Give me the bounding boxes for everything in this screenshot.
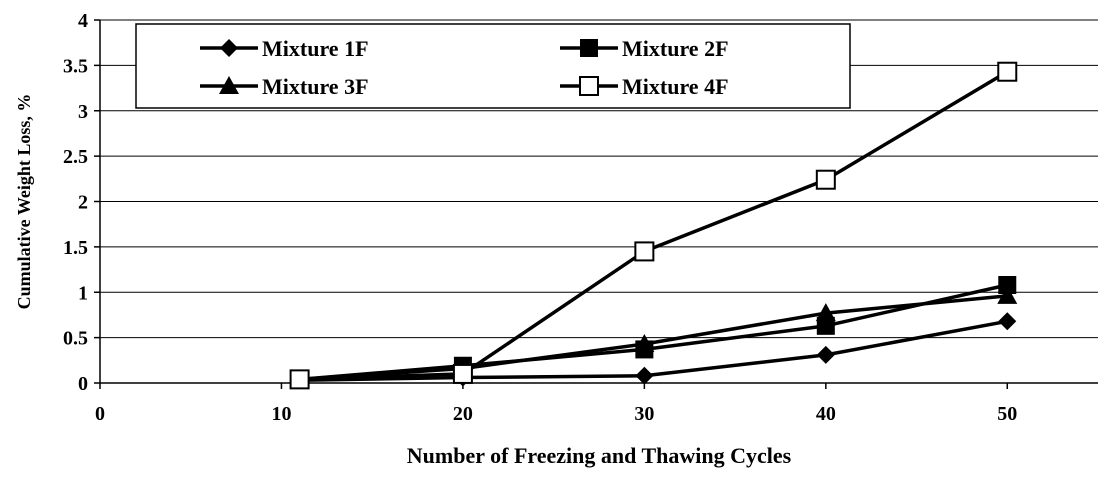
legend-label: Mixture 2F [622, 36, 729, 61]
series-line [299, 283, 1008, 382]
series-group [289, 61, 1018, 390]
data-point [634, 241, 655, 262]
legend: Mixture 1F Mixture 2F Mixture 3F Mixture 4F [135, 23, 851, 109]
series-line [299, 70, 1009, 382]
series-3 [289, 285, 1018, 388]
data-point [815, 169, 836, 190]
data-point [452, 363, 473, 384]
x-tick-label: 50 [997, 403, 1017, 425]
x-tick-label: 10 [271, 403, 291, 425]
data-point [815, 303, 836, 322]
data-point [816, 316, 835, 335]
legend-item: Mixture 3F [200, 74, 369, 99]
series-4 [289, 61, 1018, 390]
legend-marker [219, 76, 239, 94]
x-tick-label: 40 [816, 403, 836, 425]
legend-label: Mixture 4F [622, 74, 729, 99]
x-tick-label: 0 [95, 403, 105, 425]
y-tick-label: 1 [78, 282, 88, 304]
legend-item: Mixture 1F [200, 36, 369, 61]
y-tick-label: 3.5 [63, 55, 88, 77]
data-point [997, 61, 1018, 82]
data-point [634, 333, 655, 352]
data-point [635, 366, 654, 385]
x-axis-title: Number of Freezing and Thawing Cycles [407, 443, 792, 468]
legend-marker [579, 76, 599, 96]
legend-marker [220, 39, 238, 57]
legend-marker [580, 39, 598, 57]
data-point [998, 275, 1017, 294]
data-point [997, 285, 1018, 304]
x-tick-label: 30 [634, 403, 654, 425]
y-axis-title: Cumulative Weight Loss, % [14, 94, 34, 310]
y-tick-label: 0.5 [63, 328, 88, 350]
y-tick-label: 2.5 [63, 146, 88, 168]
y-tick-labels: 0 0.5 1 1.5 2 2.5 3 3.5 4 [63, 10, 100, 395]
legend-box [135, 23, 851, 109]
data-point [289, 369, 310, 390]
y-tick-label: 0 [78, 373, 88, 395]
data-point [998, 312, 1017, 331]
y-tick-label: 3 [78, 101, 88, 123]
x-tick-labels: 0 10 20 30 40 50 [95, 383, 1017, 425]
y-tick-label: 1.5 [63, 237, 88, 259]
legend-item: Mixture 2F [560, 36, 729, 61]
x-tick-label: 20 [453, 403, 473, 425]
y-tick-label: 2 [78, 192, 88, 214]
data-point [816, 345, 835, 364]
legend-label: Mixture 3F [262, 74, 369, 99]
legend-item: Mixture 4F [560, 74, 729, 99]
legend-label: Mixture 1F [262, 36, 369, 61]
y-tick-label: 4 [78, 10, 88, 32]
